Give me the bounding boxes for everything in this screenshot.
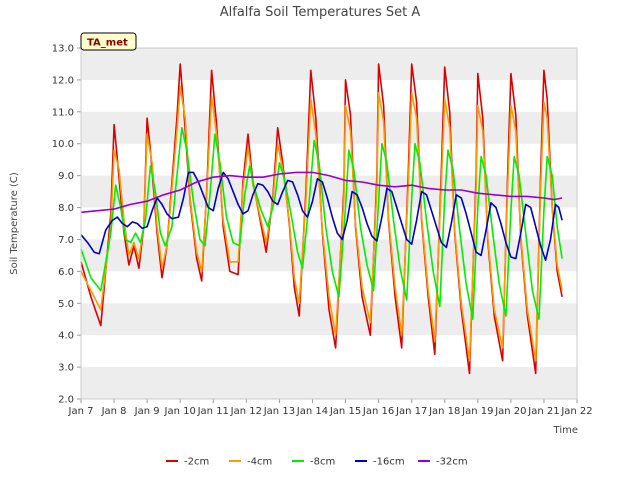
chart-title: Alfalfa Soil Temperatures Set A — [220, 5, 421, 20]
annotation-text: TA_met — [87, 38, 128, 49]
x-tick-label: Jan 7 — [68, 406, 94, 417]
y-axis: 2.0 3.0 4.0 5.0 6.0 7.0 8.0 9.0 10.0 11.0 12.0 13.0 — [52, 44, 81, 406]
x-tick-label: Jan 16 — [362, 406, 394, 417]
y-tick-label: 13.0 — [52, 44, 74, 55]
y-axis-label: Soil Temperature (C) — [9, 172, 20, 275]
y-tick-label: 8.0 — [58, 203, 74, 214]
y-tick-label: 5.0 — [58, 299, 74, 310]
x-tick-label: Jan 17 — [395, 406, 427, 417]
series-layer — [80, 63, 563, 375]
series-line-4cm — [80, 85, 563, 362]
plot-area — [81, 48, 577, 399]
series-line-32cm — [80, 171, 563, 214]
y-tick-label: 2.0 — [58, 395, 74, 406]
series-line-16cm — [80, 171, 563, 261]
legend-label: -32cm — [436, 457, 468, 468]
x-tick-label: Jan 9 — [134, 406, 160, 417]
x-axis-label: Time — [553, 425, 578, 436]
x-tick-label: Jan 15 — [329, 406, 361, 417]
x-tick-label: Jan 19 — [461, 406, 493, 417]
x-tick-label: Jan 14 — [296, 406, 328, 417]
x-tick-label: Jan 21 — [527, 406, 559, 417]
y-tick-label: 10.0 — [52, 139, 74, 150]
legend-label: -4cm — [247, 457, 272, 468]
series-line-8cm — [80, 127, 563, 320]
plot-frame — [80, 47, 578, 400]
x-tick-label: Jan 13 — [263, 406, 295, 417]
x-tick-label: Jan 10 — [164, 406, 196, 417]
y-tick-label: 7.0 — [58, 235, 74, 246]
y-tick-label: 12.0 — [52, 75, 74, 86]
x-tick-label: Jan 22 — [560, 406, 592, 417]
x-tick-label: Jan 18 — [428, 406, 460, 417]
annotation-box — [80, 32, 137, 51]
grid-band — [81, 48, 577, 80]
y-tick-label: 9.0 — [58, 171, 74, 182]
y-tick-label: 3.0 — [58, 363, 74, 374]
y-tick-label: 11.0 — [52, 107, 74, 118]
grid-band — [81, 111, 577, 144]
x-tick-label: Jan 8 — [101, 406, 127, 417]
x-tick-label: Jan 11 — [197, 406, 229, 417]
legend-label: -8cm — [310, 457, 335, 468]
y-tick-label: 6.0 — [58, 267, 74, 278]
annotation-tag: TA_met — [80, 32, 137, 51]
x-tick-label: Jan 12 — [230, 406, 262, 417]
legend: -2cm -4cm -8cm -16cm -32cm — [166, 457, 468, 468]
legend-label: -2cm — [184, 457, 209, 468]
grid-band — [81, 367, 577, 399]
legend-label: -16cm — [373, 457, 405, 468]
x-tick-label: Jan 20 — [494, 406, 526, 417]
x-axis: Jan 7 Jan 8 Jan 9 Jan 10 Jan 11 Jan 12 Jan 13 J… — [68, 399, 593, 417]
y-tick-label: 4.0 — [58, 331, 74, 342]
